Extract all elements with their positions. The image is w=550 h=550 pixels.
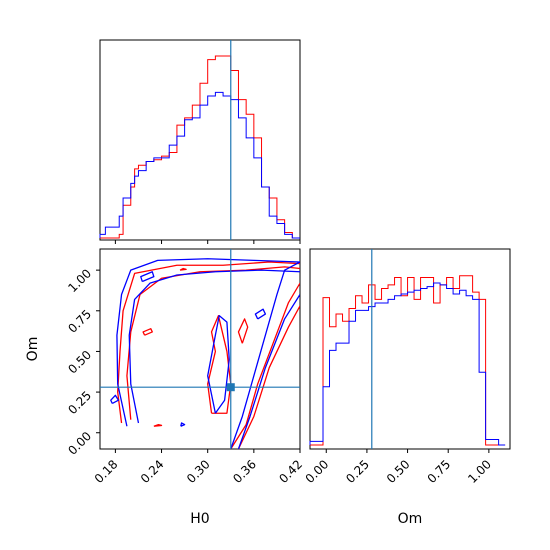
om-x-tick-label-2: 0.50 <box>384 457 413 486</box>
contour-group <box>110 258 300 449</box>
contour-red-8 <box>179 267 187 271</box>
contour-blue-7 <box>140 271 155 283</box>
om-y-tick-label-2: 0.50 <box>65 348 94 377</box>
contour-blue-8 <box>180 422 186 427</box>
contour-red-6 <box>142 328 153 336</box>
h0-histogram-blue <box>99 91 300 239</box>
om-x-tick-label-1: 0.25 <box>343 457 372 486</box>
h0-x-tick-label-4: 0.42 <box>276 457 305 486</box>
h0-histogram-panel <box>99 39 301 244</box>
om-histogram-panel: 0.00 0.25 0.50 0.75 1.00 <box>303 248 511 486</box>
contour-blue-0 <box>116 258 300 427</box>
om-histogram-frame <box>309 248 511 450</box>
h0-x-tick-label-3: 0.36 <box>230 457 259 486</box>
om-y-tick-label-0: 0.00 <box>65 429 94 458</box>
om-histogram-red <box>310 275 506 446</box>
contour-blue-6 <box>110 394 120 405</box>
contour-red-0 <box>117 261 300 424</box>
h0-histogram-red <box>100 55 300 239</box>
contour-red-4 <box>207 315 232 414</box>
contour-blue-4 <box>207 315 230 414</box>
truth-marker <box>226 383 235 392</box>
contour-red-3 <box>237 305 300 449</box>
contour-blue-2 <box>230 261 300 449</box>
h0-x-tick-label-2: 0.30 <box>184 457 213 486</box>
om-y-tick-label-1: 0.25 <box>65 388 94 417</box>
contour-red-5 <box>237 318 249 344</box>
contour-red-1 <box>126 266 300 420</box>
om-histogram-blue <box>309 282 506 446</box>
contour-panel-frame <box>99 248 301 450</box>
h0-x-tick-label-0: 0.18 <box>92 457 121 486</box>
contour-red-7 <box>153 423 163 427</box>
h0-om-contour-panel: 0.18 0.24 0.30 0.36 0.42 0.00 0.25 0.50 0.75 1.00 <box>65 248 305 486</box>
contour-blue-5 <box>254 308 267 320</box>
om-x-tick-label-3: 0.75 <box>425 457 454 486</box>
om-y-tick-label-3: 0.75 <box>65 307 94 336</box>
contour-blue-3 <box>237 294 300 449</box>
contour-red-2 <box>230 282 300 449</box>
h0-x-tick-label-1: 0.24 <box>138 457 167 486</box>
h0-histogram-frame <box>99 39 301 241</box>
om-x-tick-label-0: 0.00 <box>303 457 332 486</box>
contour-blue-1 <box>128 269 300 424</box>
om-x-axis-label: Om <box>398 511 423 527</box>
om-x-tick-label-4: 1.00 <box>465 457 494 486</box>
om-y-axis-label: Om <box>25 337 41 362</box>
om-y-tick-label-4: 1.00 <box>65 266 94 295</box>
h0-axis-label: H0 <box>190 511 209 527</box>
